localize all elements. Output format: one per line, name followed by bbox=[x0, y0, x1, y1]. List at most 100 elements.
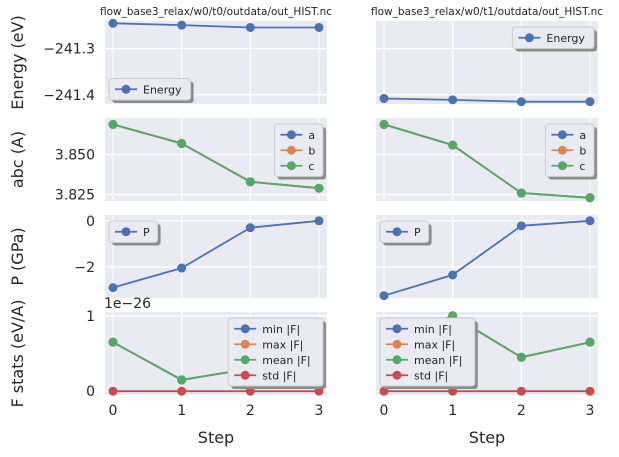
x-tick-label: 2 bbox=[246, 403, 255, 419]
x-axis-label: Step bbox=[469, 428, 505, 447]
data-point bbox=[585, 216, 595, 226]
legend-label: b bbox=[308, 144, 315, 157]
data-point bbox=[177, 263, 187, 273]
legend-marker bbox=[392, 339, 402, 349]
legend: P bbox=[108, 220, 161, 246]
y-tick-label: −241.4 bbox=[43, 88, 95, 104]
x-tick-label: 1 bbox=[448, 403, 457, 419]
legend-marker bbox=[121, 84, 131, 94]
legend: min |F| max |F| mean |F| std |F| bbox=[379, 317, 478, 389]
data-point bbox=[585, 193, 595, 203]
legend-label: c bbox=[579, 160, 585, 173]
x-tick-label: 3 bbox=[586, 403, 595, 419]
x-tick-label: 1 bbox=[177, 403, 186, 419]
data-point bbox=[585, 337, 595, 347]
data-point bbox=[516, 188, 526, 198]
data-point bbox=[108, 18, 118, 28]
x-tick-label: 0 bbox=[380, 403, 389, 419]
subplot-4-1: 1 0 F stats (eV/A) 1e−26 0 1 2 3 Step min |F| max … bbox=[8, 296, 327, 447]
data-point bbox=[108, 337, 118, 347]
legend-marker bbox=[557, 130, 567, 140]
data-point bbox=[516, 97, 526, 107]
subplot-1-2: flow_base3_relax/w0/t1/outdata/out_HIST.… bbox=[371, 6, 603, 107]
legend-label: P bbox=[143, 226, 150, 239]
subplot-1-1: −241.3 −241.4 flow_base3_relax/w0/t0/outda… bbox=[8, 6, 332, 110]
legend-marker bbox=[392, 227, 402, 237]
series-line bbox=[112, 123, 320, 190]
subplot-title: flow_base3_relax/w0/t0/outdata/out_HIST.… bbox=[100, 6, 332, 18]
y-axis-label: Energy (eV) bbox=[8, 15, 27, 109]
legend-marker bbox=[524, 33, 534, 43]
x-axis-label: Step bbox=[198, 428, 234, 447]
x-tick-label: 3 bbox=[315, 403, 324, 419]
data-point bbox=[177, 386, 187, 396]
legend-label: mean |F| bbox=[414, 354, 462, 367]
legend: P bbox=[379, 220, 432, 246]
legend-label: mean |F| bbox=[262, 354, 310, 367]
legend-label: b bbox=[579, 144, 586, 157]
data-point bbox=[585, 386, 595, 396]
data-point bbox=[108, 119, 118, 129]
data-point bbox=[379, 291, 389, 301]
subplot-2-1: 3.850 3.825 abc (A) abc bbox=[8, 118, 327, 204]
y-tick-label: −241.3 bbox=[43, 42, 95, 58]
legend: Energy bbox=[108, 78, 194, 103]
legend-marker bbox=[286, 145, 296, 155]
y-offset-text: 1e−26 bbox=[104, 296, 151, 312]
legend-label: max |F| bbox=[262, 338, 303, 351]
legend-box bbox=[379, 317, 476, 387]
subplot-3-2: P bbox=[376, 215, 598, 301]
subplot-2-2: abc bbox=[376, 118, 598, 203]
data-point bbox=[516, 221, 526, 231]
y-tick-label: −2 bbox=[74, 260, 95, 276]
series-line bbox=[383, 219, 591, 297]
legend-marker bbox=[557, 161, 567, 171]
legend-marker bbox=[240, 339, 250, 349]
data-point bbox=[245, 177, 255, 187]
legend: abc bbox=[273, 123, 326, 180]
y-axis-label: F stats (eV/A) bbox=[8, 299, 27, 407]
legend: min |F| max |F| mean |F| std |F| bbox=[227, 317, 326, 389]
data-point bbox=[516, 386, 526, 396]
legend-box bbox=[511, 26, 595, 49]
subplot-3-1: 0 −2 P (GPa) P bbox=[8, 214, 327, 298]
data-point bbox=[379, 93, 389, 103]
legend-label: c bbox=[308, 160, 314, 173]
legend-marker bbox=[121, 227, 131, 237]
y-tick-label: 3.825 bbox=[55, 188, 95, 204]
legend-label: P bbox=[414, 226, 421, 239]
legend-label: a bbox=[579, 129, 586, 142]
legend-marker bbox=[240, 355, 250, 365]
y-axis-label: P (GPa) bbox=[8, 227, 27, 285]
legend-label: min |F| bbox=[414, 323, 452, 336]
legend-box bbox=[108, 78, 192, 101]
legend-box bbox=[227, 317, 324, 387]
data-point bbox=[314, 22, 324, 32]
y-tick-label: 0 bbox=[86, 214, 95, 230]
data-point bbox=[245, 22, 255, 32]
series-line bbox=[383, 123, 591, 199]
data-point bbox=[448, 270, 458, 280]
legend-label: max |F| bbox=[414, 338, 455, 351]
subplot-4-2: 0 1 2 3 Step min |F| max |F| mean |F| std |F| bbox=[376, 311, 598, 447]
data-point bbox=[379, 119, 389, 129]
legend-marker bbox=[392, 370, 402, 380]
legend-label: std |F| bbox=[262, 369, 296, 382]
y-tick-label: 0 bbox=[86, 384, 95, 400]
data-point bbox=[448, 140, 458, 150]
data-point bbox=[516, 352, 526, 362]
data-point bbox=[448, 95, 458, 105]
x-tick-label: 2 bbox=[517, 403, 526, 419]
data-point bbox=[245, 223, 255, 233]
legend-label: std |F| bbox=[414, 369, 448, 382]
legend-marker bbox=[240, 370, 250, 380]
y-tick-label: 1 bbox=[86, 309, 95, 325]
data-point bbox=[108, 283, 118, 293]
legend-marker bbox=[240, 324, 250, 334]
legend: Energy bbox=[511, 26, 597, 52]
series-line bbox=[383, 97, 590, 103]
subplot-title: flow_base3_relax/w0/t1/outdata/out_HIST.… bbox=[371, 6, 603, 18]
legend-marker bbox=[392, 324, 402, 334]
data-point bbox=[585, 97, 595, 107]
